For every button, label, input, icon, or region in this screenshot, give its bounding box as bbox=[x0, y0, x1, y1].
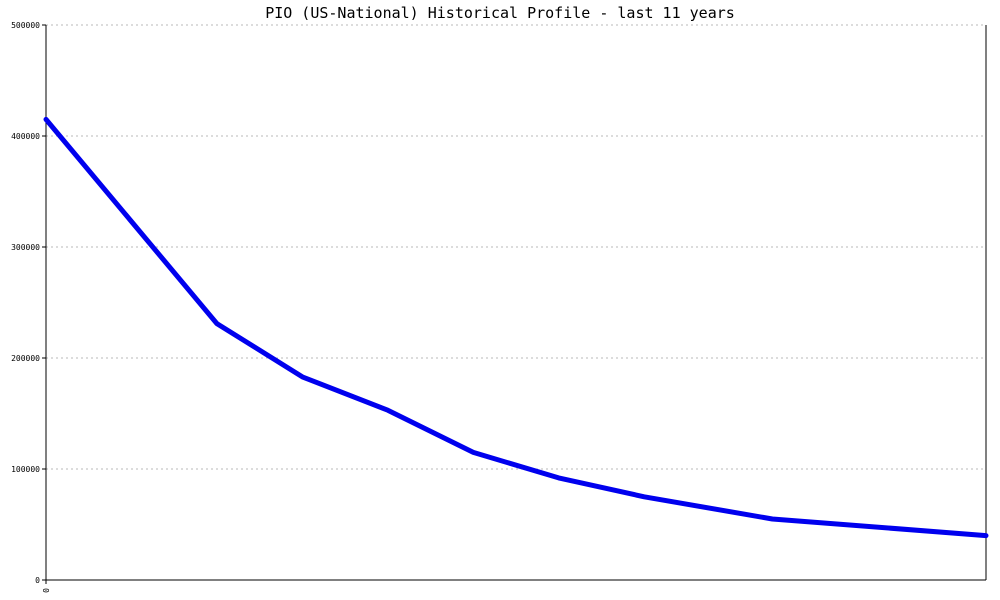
y-tick-label: 0 bbox=[35, 576, 40, 585]
data-point bbox=[44, 118, 48, 121]
x-tick-label: 0 bbox=[42, 588, 51, 593]
grid-layer bbox=[46, 24, 986, 470]
data-point bbox=[642, 495, 646, 498]
data-point bbox=[215, 322, 219, 325]
y-tick-label: 500000 bbox=[11, 21, 40, 30]
data-point bbox=[386, 408, 390, 412]
chart-title: PIO (US-National) Historical Profile - l… bbox=[265, 4, 735, 22]
data-point bbox=[301, 375, 304, 379]
data-point bbox=[472, 451, 475, 454]
y-tick-label: 200000 bbox=[11, 354, 40, 363]
axis-layer: 0 100000 200000 300000 400000 500000 0 bbox=[11, 21, 987, 593]
data-point bbox=[557, 476, 560, 480]
data-point bbox=[984, 534, 988, 537]
series-line bbox=[43, 116, 989, 539]
data-point bbox=[771, 517, 774, 521]
series-layer bbox=[43, 116, 989, 539]
y-tick-label: 100000 bbox=[11, 465, 40, 474]
y-tick-label: 300000 bbox=[11, 243, 40, 252]
y-tick-label: 400000 bbox=[11, 132, 40, 141]
